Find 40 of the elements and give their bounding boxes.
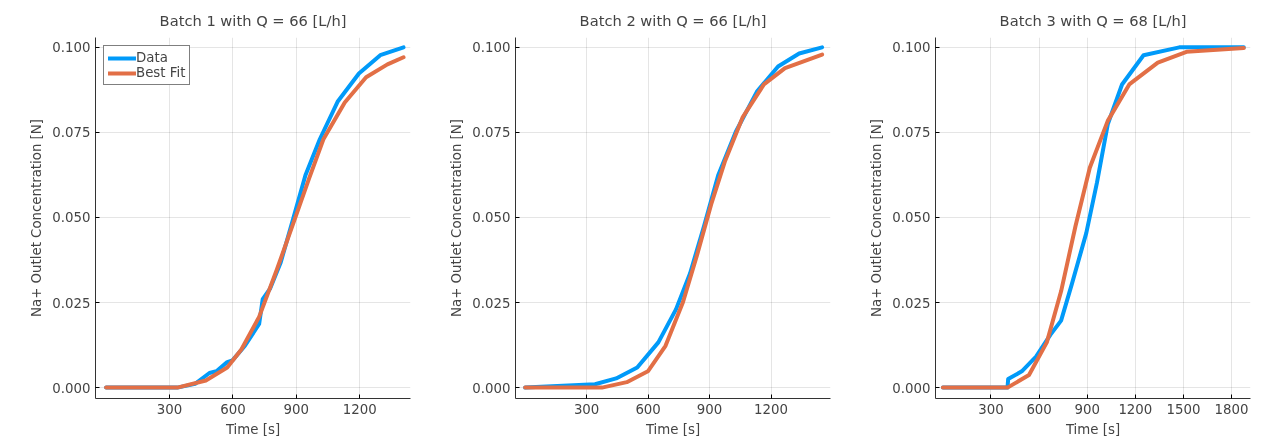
chart-title: Batch 3 with Q = 68 [L/h] bbox=[999, 11, 1187, 29]
y-axis-title: Na+ Outlet Concentration [N] bbox=[869, 119, 885, 317]
x-axis-title: Time [s] bbox=[224, 421, 281, 437]
x-tick-label: 600 bbox=[220, 401, 246, 417]
x-tick-label: 300 bbox=[573, 401, 600, 417]
x-axis-title: Time [s] bbox=[644, 421, 701, 437]
x-tick-label: 300 bbox=[156, 401, 183, 417]
y-tick-label: 0.100 bbox=[472, 40, 511, 56]
chart-title: Batch 1 with Q = 66 [L/h] bbox=[159, 11, 347, 29]
x-axis-title: Time [s] bbox=[1064, 421, 1121, 437]
y-tick-label: 0.100 bbox=[52, 40, 91, 56]
y-tick-label: 0.025 bbox=[52, 295, 91, 311]
x-tick-label: 600 bbox=[1026, 401, 1052, 417]
x-tick-label: 1200 bbox=[754, 401, 789, 417]
y-axis-title: Na+ Outlet Concentration [N] bbox=[449, 119, 465, 317]
x-tick-label: 900 bbox=[1074, 401, 1100, 417]
chart-title: Batch 2 with Q = 66 [L/h] bbox=[579, 11, 767, 29]
y-tick-label: 0.000 bbox=[472, 380, 511, 396]
y-tick-label: 0.000 bbox=[52, 380, 91, 396]
x-tick-label: 1800 bbox=[1214, 401, 1249, 417]
y-tick-label: 0.050 bbox=[52, 210, 91, 226]
x-tick-label: 900 bbox=[696, 401, 723, 417]
y-tick-label: 0.075 bbox=[52, 125, 91, 141]
y-tick-label: 0.075 bbox=[472, 125, 511, 141]
x-tick-label: 900 bbox=[283, 401, 310, 417]
y-tick-label: 0.025 bbox=[472, 295, 511, 311]
y-tick-label: 0.025 bbox=[892, 295, 931, 311]
y-axis-title: Na+ Outlet Concentration [N] bbox=[29, 119, 45, 317]
y-tick-label: 0.100 bbox=[892, 40, 931, 56]
x-tick-label: 1200 bbox=[1118, 401, 1153, 417]
x-tick-label: 1500 bbox=[1166, 401, 1201, 417]
x-tick-label: 600 bbox=[635, 401, 661, 417]
x-tick-label: 1200 bbox=[342, 401, 377, 417]
y-tick-label: 0.000 bbox=[892, 380, 931, 396]
y-tick-label: 0.050 bbox=[892, 210, 931, 226]
legend-label: Data bbox=[136, 50, 168, 65]
legend-label: Best Fit bbox=[136, 65, 186, 80]
y-tick-label: 0.075 bbox=[892, 125, 931, 141]
x-tick-label: 300 bbox=[978, 401, 1004, 417]
y-tick-label: 0.050 bbox=[472, 210, 511, 226]
